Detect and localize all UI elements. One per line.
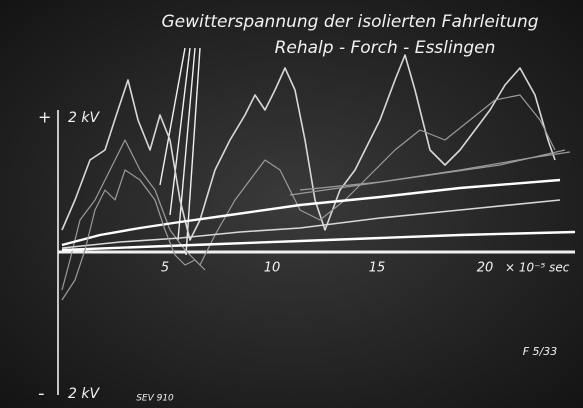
time-tick-label: 5 — [161, 261, 169, 276]
archive-label: SEV 910 — [136, 394, 174, 404]
voltage-traces — [61, 54, 576, 301]
figure-label: F 5/33 — [523, 345, 558, 358]
subtitle: Rehalp - Forch - Esslingen — [275, 38, 496, 58]
time-unit: × 10⁻⁵ sec — [505, 261, 570, 275]
axes — [57, 110, 575, 395]
time-tick-label: 15 — [369, 261, 386, 276]
time-tick-label: 20 — [477, 261, 494, 276]
top-voltage-label: 2 kV — [68, 110, 100, 126]
title: Gewitterspannung der isolierten Fahrleit… — [161, 12, 538, 32]
minus-sign: - — [38, 383, 45, 404]
plus-sign: + — [38, 108, 51, 127]
time-tick-label: 10 — [264, 261, 281, 276]
bottom-voltage-label: 2 kV — [68, 386, 100, 402]
